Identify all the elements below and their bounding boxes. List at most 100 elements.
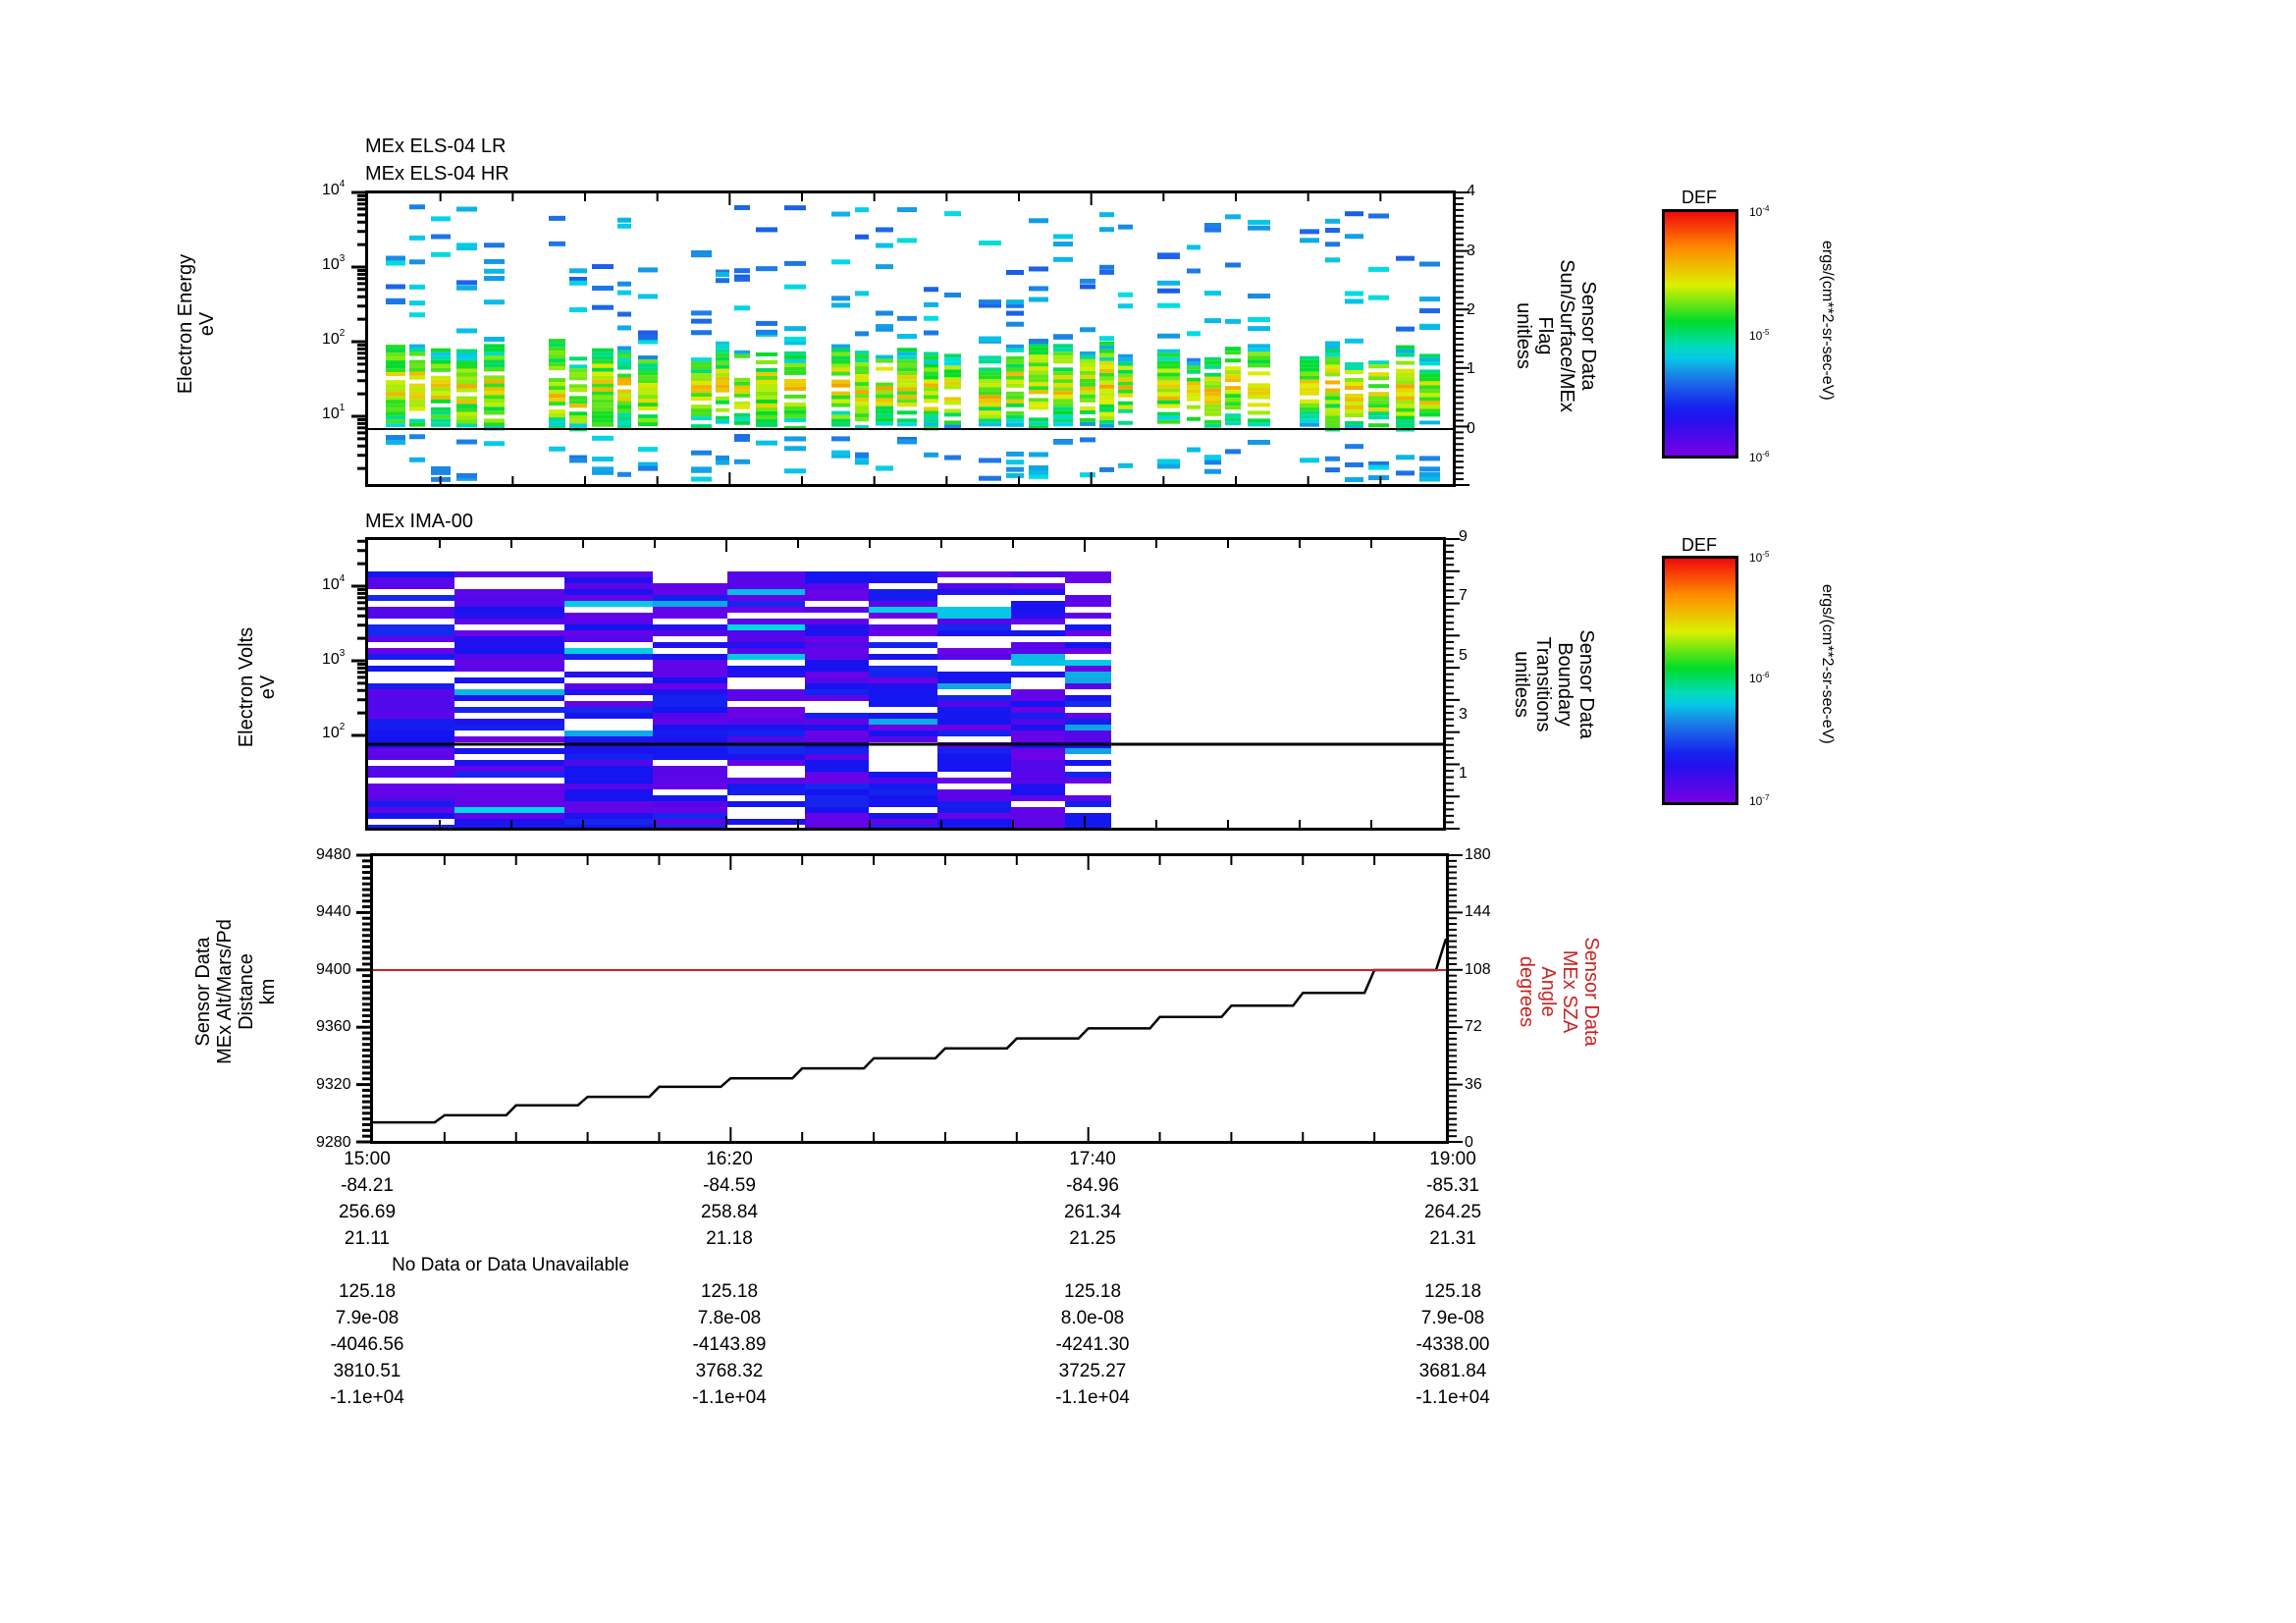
panel2-ylabel-line2: eV: [257, 675, 279, 700]
panel3-rlabel-line1: Sensor Data: [1580, 937, 1602, 1047]
ephemeris-cell: 3768.32: [695, 1361, 764, 1381]
panel2-title: MEx IMA-00: [365, 511, 474, 532]
panel3-altitude-sza-plot: [370, 853, 1449, 1144]
ephemeris-cell: -1.1e+04: [692, 1387, 767, 1408]
panel2-ion-spectrogram: [365, 537, 1446, 831]
ephemeris-cell: 258.84: [700, 1202, 759, 1222]
panel3-rtick-0: 0: [1465, 1134, 1473, 1151]
ephemeris-cell: 7.8e-08: [697, 1308, 762, 1328]
colorbar1-unit: ergs/(cm**2-sr-sec-eV): [1819, 241, 1836, 401]
time-label-1620: 16:20: [706, 1149, 753, 1169]
ephemeris-cell: 125.18: [700, 1281, 759, 1302]
colorbar1-top-label: 10-4: [1749, 204, 1770, 219]
panel3-rlabel-line2: MEx SZA: [1559, 949, 1580, 1034]
colorbar2-top-label: 10-5: [1749, 550, 1770, 565]
ephemeris-cell: -4338.00: [1415, 1334, 1490, 1355]
panel1-rlabel-line3: Flag: [1534, 316, 1556, 355]
panel3-y-axis-label: Sensor Data MEx Alt/Mars/Pd Distance km: [192, 893, 279, 1090]
ephemeris-cell: 3725.27: [1058, 1361, 1127, 1381]
panel1-spectrogram-canvas: [368, 193, 1453, 484]
panel1-rtick-1: 1: [1467, 360, 1475, 377]
panel1-ytick-1e3: 103: [322, 253, 346, 273]
ephemeris-cell: 125.18: [1423, 1281, 1482, 1302]
colorbar2-unit: ergs/(cm**2-sr-sec-eV): [1819, 584, 1836, 744]
colorbar1-bottom-label: 10-6: [1749, 450, 1770, 464]
panel3-rtick-180: 180: [1465, 846, 1491, 863]
ephemeris-cell: -4241.30: [1055, 1334, 1130, 1355]
ephemeris-cell: 7.9e-08: [1420, 1308, 1485, 1328]
panel1-y-axis-label: Electron Energy eV: [175, 245, 218, 403]
panel3-ylabel-line4: km: [257, 978, 279, 1005]
ephemeris-cell: -1.1e+04: [330, 1387, 404, 1408]
ephemeris-cell: 21.25: [1069, 1228, 1116, 1249]
ephemeris-cell: 261.34: [1063, 1202, 1122, 1222]
panel1-rtick-3: 3: [1467, 243, 1475, 259]
panel2-rtick-9: 9: [1459, 528, 1468, 545]
panel3-line-canvas: [373, 856, 1446, 1141]
panel2-right-axis-label: Sensor Data Boundary Transitions unitles…: [1511, 596, 1597, 773]
colorbar2-mid-label: 10-6: [1749, 671, 1770, 685]
ephemeris-cell: 21.31: [1429, 1228, 1476, 1249]
panel2-ytick-1e4: 104: [322, 573, 346, 593]
ephemeris-cell: 3681.84: [1418, 1361, 1487, 1381]
panel3-rtick-108: 108: [1465, 961, 1491, 978]
time-label-1900: 19:00: [1429, 1149, 1476, 1169]
panel1-rlabel-line4: unitless: [1513, 302, 1534, 369]
ephemeris-cell: 3810.51: [333, 1361, 401, 1381]
ephemeris-cell: -85.31: [1426, 1175, 1479, 1196]
panel2-rtick-1: 1: [1459, 765, 1468, 782]
panel2-rlabel-line3: Transitions: [1532, 636, 1554, 732]
panel3-rtick-72: 72: [1465, 1018, 1482, 1035]
ephemeris-cell: -84.96: [1066, 1175, 1119, 1196]
colorbar2: [1662, 556, 1738, 805]
panel1-ylabel-line2: eV: [196, 311, 218, 337]
panel2-rlabel-line4: unitless: [1511, 651, 1532, 718]
panel2-rlabel-line1: Sensor Data: [1575, 629, 1597, 739]
panel1-rtick-2: 2: [1467, 301, 1475, 318]
colorbar1: [1662, 209, 1738, 459]
panel2-spectrogram-canvas: [368, 540, 1443, 828]
time-label-1740: 17:40: [1069, 1149, 1116, 1169]
panel3-ytick-9280: 9280: [316, 1134, 351, 1151]
panel2-rlabel-line2: Boundary: [1554, 642, 1575, 727]
ephemeris-cell: 21.18: [706, 1228, 753, 1249]
ephemeris-cell: 21.11: [344, 1228, 391, 1249]
panel3-ytick-9400: 9400: [316, 961, 351, 978]
panel3-rtick-36: 36: [1465, 1076, 1482, 1093]
panel2-ylabel-line1: Electron Volts: [236, 626, 257, 748]
colorbar2-bottom-label: 10-7: [1749, 793, 1770, 808]
ephemeris-cell: -84.59: [703, 1175, 756, 1196]
panel3-ylabel-line2: MEx Alt/Mars/Pd: [214, 919, 236, 1064]
panel1-ytick-1e1: 101: [322, 403, 346, 422]
panel1-title-lr: MEx ELS-04 LR: [365, 135, 507, 157]
panel2-rtick-3: 3: [1459, 706, 1468, 723]
panel3-rlabel-line3: Angle: [1537, 966, 1559, 1017]
panel2-y-axis-label: Electron Volts eV: [236, 609, 279, 766]
panel3-ylabel-line1: Sensor Data: [192, 937, 214, 1047]
panel1-rtick-4: 4: [1467, 183, 1475, 199]
ephemeris-cell: 256.69: [338, 1202, 397, 1222]
panel1-right-axis-label: Sensor Data Sun/Surface/MEx Flag unitles…: [1513, 238, 1599, 434]
panel3-ytick-9480: 9480: [316, 846, 351, 863]
panel2-ytick-1e2: 102: [322, 722, 346, 741]
panel1-ytick-1e2: 102: [322, 328, 346, 348]
ephemeris-cell: -1.1e+04: [1415, 1387, 1490, 1408]
panel1-ylabel-line1: Electron Energy: [175, 253, 196, 395]
panel2-rtick-5: 5: [1459, 647, 1468, 664]
ephemeris-cell: -1.1e+04: [1055, 1387, 1130, 1408]
panel3-ytick-9320: 9320: [316, 1076, 351, 1093]
panel1-rlabel-line2: Sun/Surface/MEx: [1556, 259, 1577, 412]
ephemeris-cell: 264.25: [1423, 1202, 1482, 1222]
colorbar1-title: DEF: [1682, 188, 1717, 207]
time-label-1500: 15:00: [344, 1149, 391, 1169]
panel2-ytick-1e3: 103: [322, 648, 346, 668]
panel3-ytick-9360: 9360: [316, 1018, 351, 1035]
ephemeris-cell: -4046.56: [330, 1334, 404, 1355]
panel3-rlabel-line4: degrees: [1516, 955, 1537, 1028]
panel3-ytick-9440: 9440: [316, 903, 351, 920]
panel2-rtick-7: 7: [1459, 587, 1468, 604]
panel3-right-axis-label: Sensor Data MEx SZA Angle degrees: [1516, 903, 1602, 1080]
ephemeris-cell: 125.18: [1063, 1281, 1122, 1302]
ephemeris-cell: 7.9e-08: [335, 1308, 400, 1328]
colorbar1-mid-label: 10-5: [1749, 328, 1770, 343]
